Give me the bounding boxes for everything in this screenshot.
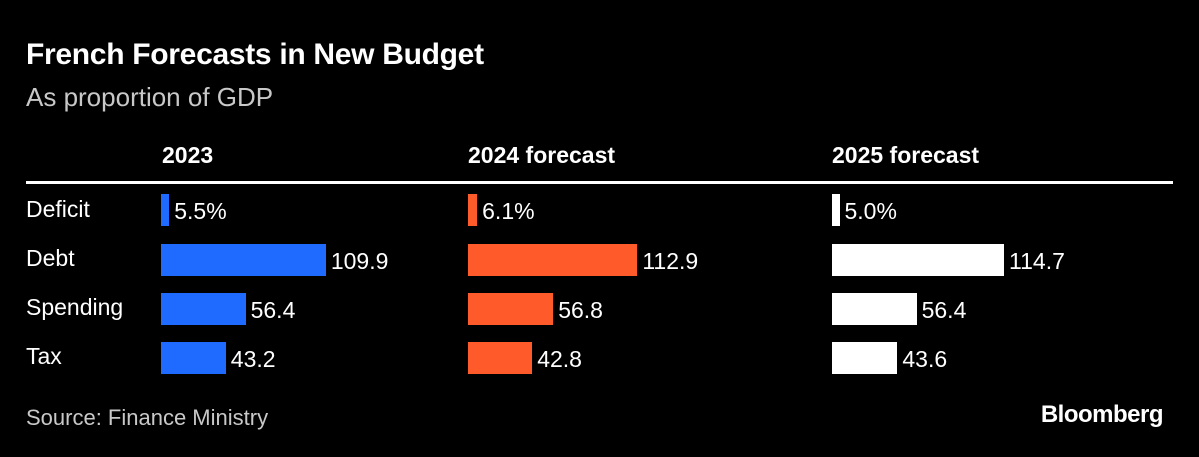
bar-2023-tax: [161, 342, 226, 374]
value-label-2024-spending: 56.8: [558, 297, 603, 323]
column-header-2024-forecast: 2024 forecast: [468, 142, 616, 168]
bar-2025-tax: [832, 342, 898, 374]
bar-2024-deficit: [468, 194, 478, 226]
row-label-spending: Spending: [26, 294, 124, 320]
column-header-2023: 2023: [162, 142, 214, 168]
value-label-2024-deficit: 6.1%: [482, 198, 535, 224]
value-label-2025-tax: 43.6: [902, 346, 948, 372]
value-label-2023-spending: 56.4: [250, 297, 296, 323]
bar-2023-debt: [161, 244, 326, 276]
value-label-2025-deficit: 5.0%: [844, 198, 897, 224]
row-label-deficit: Deficit: [26, 196, 90, 222]
bar-2025-deficit: [832, 194, 840, 226]
bloomberg-logo: Bloomberg: [1040, 401, 1164, 428]
row-label-tax: Tax: [26, 343, 62, 369]
value-label-2024-debt: 112.9: [642, 248, 699, 274]
header-rule: [26, 181, 1173, 184]
source-note: Source: Finance Ministry: [26, 405, 269, 430]
value-label-2025-spending: 56.4: [921, 297, 967, 323]
value-label-2023-deficit: 5.5%: [174, 198, 227, 224]
column-header-2025-forecast: 2025 forecast: [832, 142, 980, 168]
bar-2023-spending: [161, 293, 246, 325]
value-label-2023-debt: 109.9: [330, 248, 389, 274]
row-label-debt: Debt: [26, 245, 75, 271]
bar-2023-deficit: [161, 194, 170, 226]
chart-subtitle: As proportion of GDP: [26, 82, 274, 112]
bar-2025-debt: [832, 244, 1005, 276]
bar-2024-spending: [468, 293, 554, 325]
bar-2024-tax: [468, 342, 533, 374]
bar-2024-debt: [468, 244, 638, 276]
value-label-2024-tax: 42.8: [537, 346, 582, 372]
value-label-2025-debt: 114.7: [1009, 248, 1065, 274]
bar-2025-spending: [832, 293, 917, 325]
chart-title: French Forecasts in New Budget: [26, 38, 484, 71]
value-label-2023-tax: 43.2: [230, 346, 276, 372]
